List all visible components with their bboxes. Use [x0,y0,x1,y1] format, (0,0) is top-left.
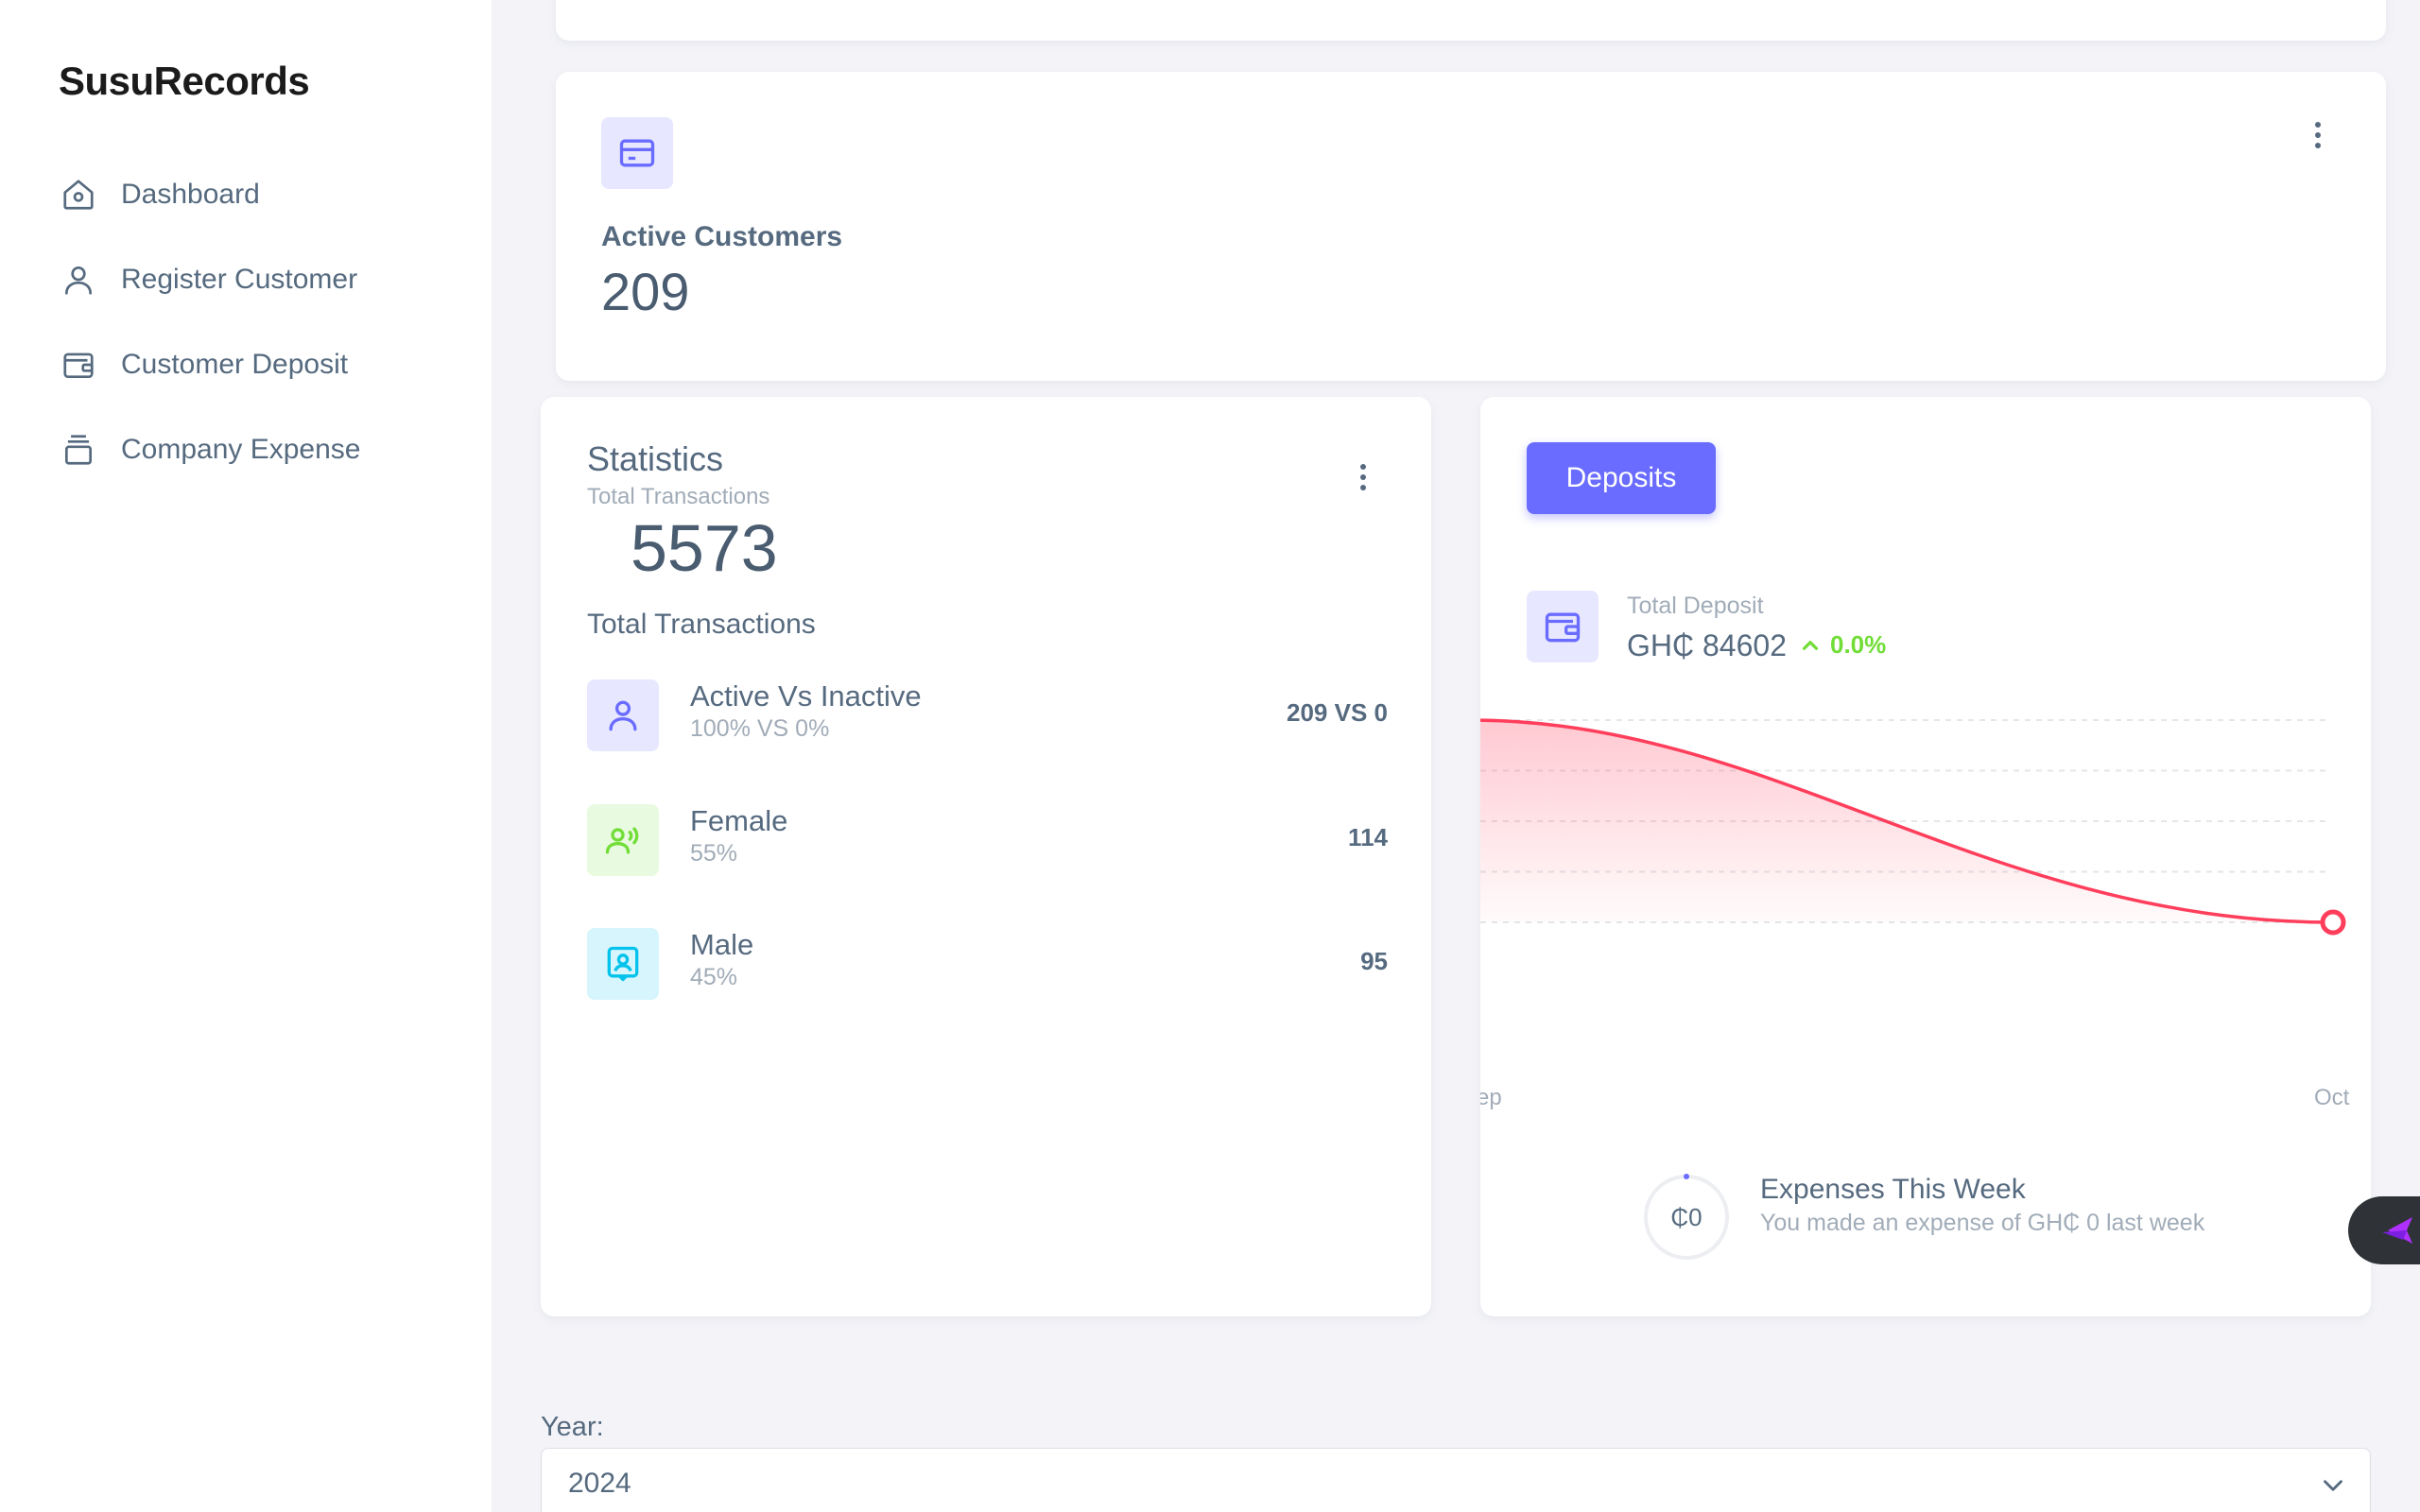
row-sub: 55% [690,840,738,867]
statistics-card: Statistics Total Transactions 5573 Total… [541,397,1431,1316]
sidebar-item-customer-deposit[interactable]: Customer Deposit [59,336,456,393]
chart-area [1480,720,2333,922]
card-title: Active Customers [601,221,843,252]
row-name: Female [690,804,788,837]
active-customers-card: Active Customers 209 [556,72,2386,381]
chevron-up-icon [1802,640,1819,650]
brand-logo[interactable]: SusuRecords [59,59,310,103]
credit-card-icon [601,117,673,189]
row-name: Active Vs Inactive [690,679,922,713]
year-filter-label: Year: [541,1412,604,1442]
deposit-change-value: 0.0% [1830,630,1887,659]
expense-ring-value: ₵0 [1670,1202,1703,1231]
year-select-value: 2024 [568,1468,631,1499]
row-value: 95 [1360,947,1388,975]
row-name: Male [690,928,754,961]
total-deposit-label: Total Deposit [1627,593,1764,619]
expenses-title: Expenses This Week [1760,1174,2026,1205]
sidebar-item-label: Customer Deposit [121,349,349,380]
total-transactions-value: 5573 [631,511,778,585]
wallet-icon [1527,591,1599,662]
list-item: Active Vs Inactive 100% VS 0% 209 VS 0 [587,679,1388,751]
x-tick-label: Oct [2314,1085,2350,1110]
floating-assistant-button[interactable] [2348,1196,2420,1264]
assistant-logo-icon [2382,1217,2412,1244]
active-customers-value: 209 [601,262,690,321]
row-value: 114 [1348,823,1388,851]
sidebar-item-register-customer[interactable]: Register Customer [59,251,456,308]
user-icon [59,260,98,300]
chart-point[interactable] [2320,909,2346,936]
stack-icon [59,430,98,470]
home-icon [59,175,98,215]
sidebar-item-company-expense[interactable]: Company Expense [59,421,456,478]
x-tick-label: ep [1480,1085,1502,1110]
expenses-subtitle: You made an expense of GH₵ 0 last week [1760,1210,2205,1236]
sidebar-item-dashboard[interactable]: Dashboard [59,166,456,223]
sidebar-item-label: Register Customer [121,264,358,295]
chart-series-line [1480,718,2334,924]
stats-caption: Total Transactions [587,609,816,640]
row-sub: 100% VS 0% [690,715,830,742]
sidebar: SusuRecords Dashboard Register Customer … [0,0,492,1512]
users-voice-icon [587,804,659,876]
row-sub: 45% [690,964,738,990]
id-badge-icon [587,928,659,1000]
wallet-icon [59,345,98,385]
card-title: Statistics [587,439,724,478]
row-value: 209 VS 0 [1287,698,1388,727]
more-options-menu[interactable] [1352,458,1374,496]
sidebar-item-label: Company Expense [121,434,361,465]
total-deposit-value: GH₵ 84602 [1627,628,1787,662]
deposits-card: Deposits Total Deposit GH₵ 84602 0.0% ep… [1480,397,2371,1316]
deposit-change: 0.0% [1798,630,1886,660]
previous-card [556,0,2386,41]
expense-progress-ring [1644,1174,1729,1260]
user-icon [587,679,659,751]
more-options-menu[interactable] [2307,116,2329,154]
chevron-down-icon [2324,1480,2342,1491]
sidebar-item-label: Dashboard [121,179,260,210]
deposits-tab-button[interactable]: Deposits [1527,442,1716,514]
card-subtitle: Total Transactions [587,484,770,509]
year-select[interactable]: 2024 [541,1448,2371,1512]
list-item: Male 45% 95 [587,928,1388,1000]
deposit-chart [1480,718,2346,936]
list-item: Female 55% 114 [587,804,1388,876]
